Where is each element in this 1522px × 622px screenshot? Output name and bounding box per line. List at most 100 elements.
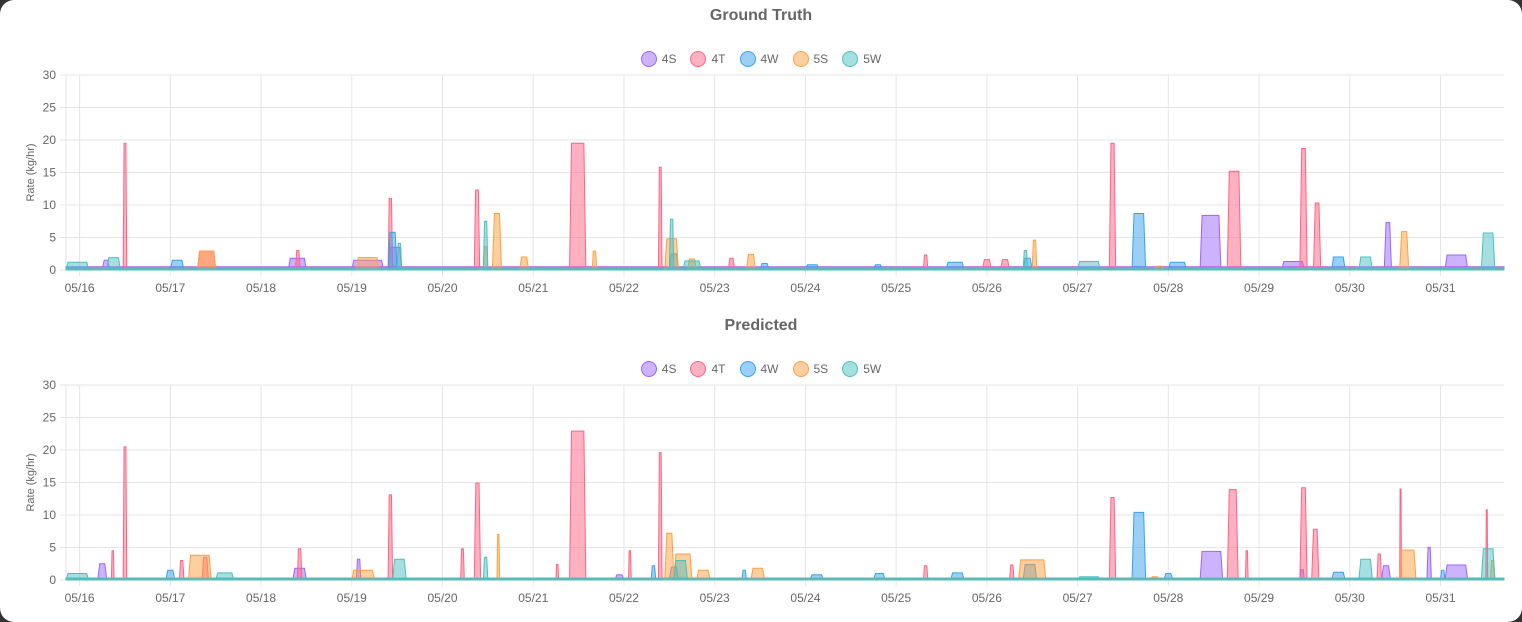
series-event-area	[1358, 558, 1374, 581]
series-event-area	[1031, 239, 1038, 271]
plot-area: 0 5 10 15 20 25 30 05/16 05/17 05/18 05/19 05/20 05/…	[25, 68, 1505, 295]
y-tick-label: 10	[43, 508, 57, 522]
y-tick-label: 20	[43, 443, 57, 457]
series-event-area	[1076, 576, 1102, 581]
series-event-area	[65, 261, 90, 271]
series-event-area	[196, 250, 217, 271]
legend-swatch-icon	[792, 51, 809, 67]
plot-area: 0 5 10 15 20 25 30 05/16 05/17 05/18 05/19 05/20 05/…	[25, 378, 1505, 605]
legend-item-4s[interactable]: 4S	[640, 359, 676, 379]
y-tick-label: 10	[43, 198, 57, 212]
x-tick-label: 05/24	[790, 591, 820, 605]
legend-label: 4W	[760, 362, 779, 376]
x-tick-label: 05/31	[1425, 591, 1455, 605]
series-event-area	[673, 560, 689, 581]
x-tick-label: 05/31	[1425, 281, 1455, 295]
series-event-area	[106, 257, 122, 271]
legend-item-4w[interactable]: 4W	[739, 49, 779, 69]
legend-label: 5S	[813, 52, 829, 66]
x-tick-label: 05/26	[972, 591, 1002, 605]
x-tick-label: 05/21	[518, 591, 548, 605]
y-tick-label: 30	[43, 378, 57, 392]
series-event-area	[473, 189, 481, 271]
series-event-area	[122, 446, 128, 581]
series-event-area	[482, 556, 489, 581]
series-event-area	[215, 572, 235, 581]
y-tick-label: 15	[43, 476, 57, 490]
series-event-area	[387, 231, 398, 271]
series-event-area	[122, 142, 128, 271]
x-tick-label: 05/30	[1335, 281, 1365, 295]
series-event-area	[1226, 170, 1242, 271]
series-baseline-area	[65, 267, 1505, 271]
series-event-area	[65, 573, 90, 581]
y-tick-label: 5	[49, 541, 56, 555]
legend-swatch-icon	[640, 51, 657, 67]
x-tick-label: 05/17	[155, 281, 185, 295]
y-tick-label: 25	[43, 411, 57, 425]
legend-label: 4T	[711, 362, 726, 376]
x-tick-label: 05/17	[155, 591, 185, 605]
x-tick-label: 05/27	[1063, 591, 1093, 605]
x-tick-label: 05/18	[246, 591, 276, 605]
series-event-area	[1383, 222, 1393, 271]
legend-item-4s[interactable]: 4S	[640, 49, 677, 69]
legend-item-5w[interactable]: 5W	[842, 359, 881, 379]
series-event-area	[1299, 487, 1308, 581]
legend-label: 5W	[863, 362, 882, 376]
legend-label: 4W	[760, 52, 779, 66]
series-event-area	[569, 142, 587, 271]
series-event-area	[187, 554, 212, 581]
legend-swatch-icon	[792, 361, 809, 377]
legend-swatch-icon	[739, 51, 756, 67]
legend-item-4t[interactable]: 4T	[690, 359, 726, 379]
legend-item-5w[interactable]: 5W	[842, 49, 881, 69]
legend-item-4t[interactable]: 4T	[690, 49, 726, 69]
y-tick-label: 0	[49, 573, 56, 587]
series-4t	[65, 142, 1505, 271]
series-4s	[65, 214, 1505, 271]
series-baseline-area	[65, 577, 1505, 581]
legend-swatch-icon	[690, 361, 707, 377]
x-tick-label: 05/22	[609, 591, 639, 605]
y-tick-label: 5	[49, 231, 56, 245]
x-tick-label: 05/29	[1244, 591, 1274, 605]
series-event-area	[1426, 547, 1432, 581]
legend-label: 4S	[661, 52, 677, 66]
y-axis-title: Rate (kg/hr)	[25, 143, 37, 201]
legend-item-5s[interactable]: 5S	[792, 49, 829, 69]
x-tick-label: 05/30	[1335, 591, 1365, 605]
series-event-area	[1480, 232, 1496, 271]
series-event-area	[569, 430, 587, 581]
series-event-area	[1311, 528, 1320, 581]
series-4w	[65, 511, 1505, 581]
series-event-area	[627, 550, 632, 581]
legend-label: 5W	[863, 52, 882, 66]
series-event-area	[1480, 548, 1496, 581]
legend-item-5s[interactable]: 5S	[792, 359, 829, 379]
y-axis-title: Rate (kg/hr)	[25, 453, 37, 511]
chart-title: Predicted	[724, 317, 798, 334]
x-tick-label: 05/20	[427, 281, 457, 295]
legend-label: 5S	[813, 362, 829, 376]
legend-swatch-icon	[842, 361, 859, 377]
series-event-area	[1399, 231, 1410, 271]
x-tick-label: 05/19	[337, 591, 367, 605]
series-event-area	[657, 452, 663, 581]
y-tick-label: 20	[43, 133, 57, 147]
series-event-area	[664, 532, 675, 581]
x-tick-label: 05/26	[972, 281, 1002, 295]
x-tick-label: 05/16	[65, 591, 95, 605]
series-event-area	[1108, 496, 1117, 581]
x-tick-label: 05/23	[700, 281, 730, 295]
x-tick-label: 05/28	[1153, 591, 1183, 605]
series-event-area	[295, 250, 301, 271]
series-5w	[65, 218, 1505, 271]
series-4t	[65, 430, 1505, 581]
series-event-area	[296, 548, 303, 581]
legend-item-4w[interactable]: 4W	[739, 359, 779, 379]
series-event-area	[396, 242, 403, 271]
x-tick-label: 05/16	[65, 281, 95, 295]
series-event-area	[1199, 550, 1224, 581]
